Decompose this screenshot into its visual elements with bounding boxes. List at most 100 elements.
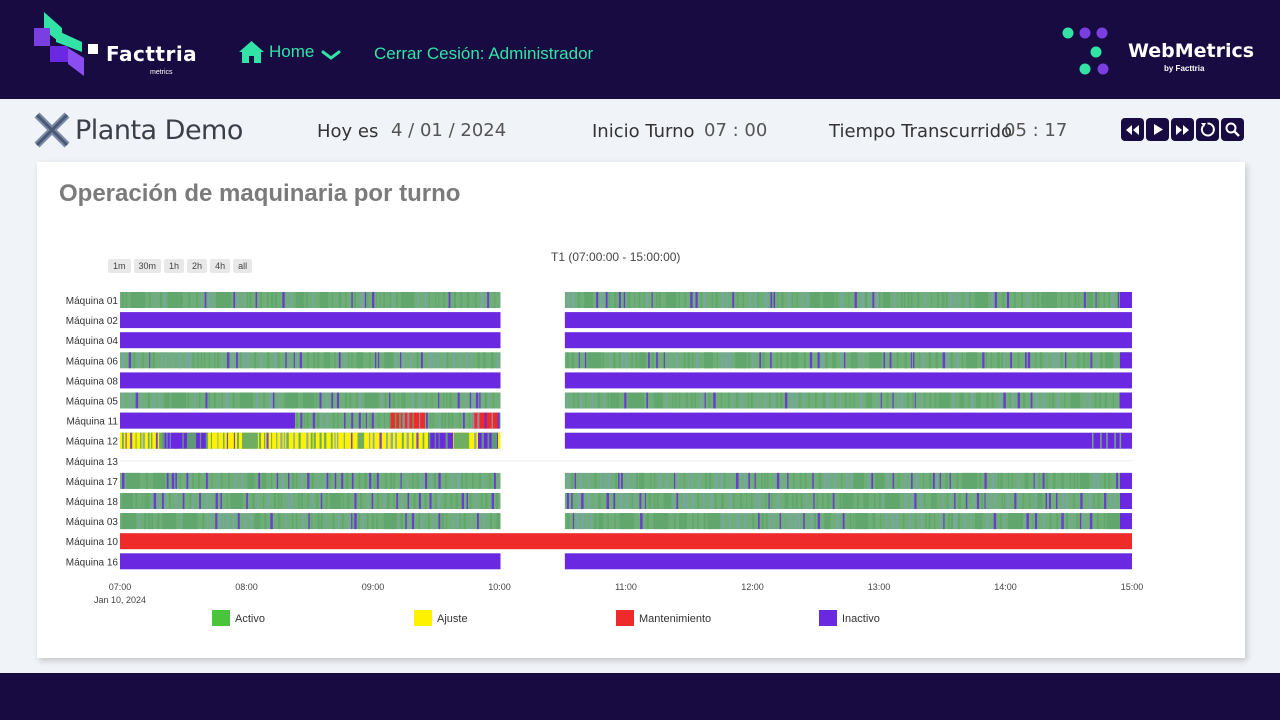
bar-stripe [152, 392, 155, 409]
bar-stripe [635, 352, 638, 369]
bar-stripe [435, 292, 437, 308]
fast-forward-button[interactable] [1171, 118, 1194, 141]
bar-stripe [777, 292, 779, 308]
x-tick-label: 14:00 [994, 582, 1017, 592]
bar-stripe [356, 352, 364, 369]
bar-stripe [390, 472, 393, 489]
bar-stripe [313, 432, 316, 449]
bar-stripe [199, 432, 202, 449]
bar-stripe [669, 352, 671, 369]
bar-stripe [725, 352, 728, 369]
bar-stripe [781, 292, 784, 308]
bar-stripe [781, 472, 783, 489]
bar-stripe [186, 432, 197, 449]
bar-stripe [862, 352, 865, 369]
bar-stripe [394, 352, 397, 369]
bar-stripe [483, 513, 485, 530]
bar-stripe [1083, 352, 1086, 369]
bar-stripe [1043, 513, 1045, 530]
bar-stripe [1117, 292, 1120, 308]
bar-stripe [707, 513, 721, 530]
logout-link[interactable]: Cerrar Cesión: Administrador [374, 44, 594, 63]
bar-stripe [993, 513, 997, 530]
bar-stripe [938, 392, 951, 409]
range-button-30m[interactable]: 30m [133, 259, 162, 273]
bar-stripe [163, 292, 166, 308]
reset-button[interactable] [1196, 118, 1219, 141]
bar-stripe [171, 352, 174, 369]
range-button-1m[interactable]: 1m [108, 259, 131, 273]
bar-stripe [663, 493, 672, 509]
bar-stripe [880, 392, 882, 409]
bar-stripe [233, 292, 236, 308]
bar-stripe [293, 352, 295, 369]
bar-stripe [697, 513, 699, 530]
elapsed-value: 05 : 17 [1004, 120, 1068, 141]
bar-stripe [946, 352, 949, 369]
bar-stripe [792, 472, 795, 489]
facttria-logo[interactable]: Facttria metrics [34, 12, 197, 78]
bar-stripe [963, 513, 966, 530]
bar-stripe [254, 352, 257, 369]
bar-stripe [850, 472, 853, 489]
bar-stripe [490, 513, 492, 530]
bar-stripe [325, 513, 327, 530]
webmetrics-dots-icon [1062, 27, 1109, 75]
bar-stripe [948, 513, 950, 530]
bar-stripe [1008, 513, 1023, 530]
bar-stripe [436, 352, 439, 369]
bar-stripe [736, 292, 739, 308]
bar-stripe [1042, 472, 1045, 489]
bar-stripe [924, 493, 926, 509]
bar-stripe [768, 513, 771, 530]
range-button-1h[interactable]: 1h [164, 259, 185, 273]
bar-stripe [364, 292, 367, 308]
range-button-4h[interactable]: 4h [210, 259, 231, 273]
bar-stripe [916, 472, 919, 489]
bar-stripe [904, 493, 907, 509]
bar-stripe [186, 472, 189, 489]
bar-stripe [1104, 493, 1107, 509]
legend-swatch-mantenimiento [616, 610, 634, 626]
bar-stripe [1089, 513, 1093, 530]
bar-stripe [351, 513, 353, 530]
bar-stripe [700, 292, 703, 308]
search-button[interactable] [1221, 118, 1244, 141]
range-button-all[interactable]: all [233, 259, 253, 273]
bar-stripe [848, 292, 850, 308]
bar-stripe [369, 432, 371, 449]
nav-home-menu[interactable]: Home [238, 40, 346, 64]
bar-stripe [215, 513, 218, 530]
bar-stripe [334, 432, 336, 449]
bar-stripe [776, 352, 778, 369]
bar-stripe [432, 412, 434, 429]
bar-stripe [1088, 493, 1091, 509]
bar-stripe [126, 472, 140, 489]
bar-stripe [187, 392, 190, 409]
bar-stripe [317, 352, 320, 369]
bar-stripe [202, 513, 205, 530]
bar-stripe [135, 493, 138, 509]
bar-stripe [676, 493, 679, 509]
bar-stripe [135, 432, 137, 449]
bar-stripe [803, 352, 806, 369]
rewind-button[interactable] [1121, 118, 1144, 141]
bar-stripe [806, 292, 809, 308]
bar-stripe [445, 432, 448, 449]
bar-stripe [276, 432, 278, 449]
bar-stripe [393, 472, 395, 489]
bar-stripe [384, 392, 387, 409]
bar-stripe [836, 513, 839, 530]
bar-stripe [143, 513, 146, 530]
bar-stripe [822, 392, 826, 409]
bar-stripe [453, 432, 470, 449]
bar-stripe [833, 472, 836, 489]
x-tick-label: 08:00 [235, 582, 258, 592]
bar-stripe [740, 392, 743, 409]
bar-stripe [744, 513, 747, 530]
play-button[interactable] [1146, 118, 1169, 141]
range-button-2h[interactable]: 2h [187, 259, 208, 273]
bar-stripe [379, 292, 381, 308]
bar-stripe [320, 513, 323, 530]
bar-stripe [165, 352, 167, 369]
